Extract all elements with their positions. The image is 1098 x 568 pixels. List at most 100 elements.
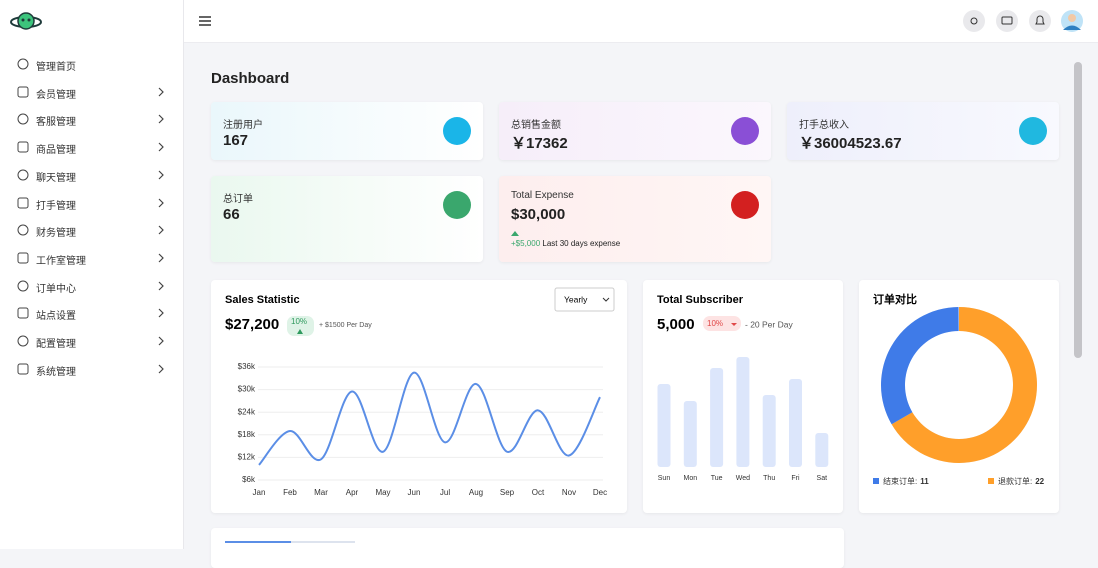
menu-icon <box>17 252 29 264</box>
menu-item[interactable]: 站点设置 <box>0 303 183 323</box>
chart-total: 5,000 <box>657 316 695 333</box>
badge-arrow <box>731 323 737 326</box>
icon-shape <box>17 169 29 181</box>
card-note-text: Last 30 days expense <box>542 239 621 248</box>
y-tick-label: $24k <box>238 407 256 416</box>
y-tick-label: $6k <box>242 475 256 484</box>
menu-item[interactable]: 聊天管理 <box>0 165 183 185</box>
card-value: 66 <box>223 206 240 223</box>
bar <box>815 433 829 467</box>
card-value: ￥17362 <box>511 135 568 152</box>
menu-item[interactable]: 商品管理 <box>0 137 183 157</box>
badge-text: 10% <box>291 317 307 326</box>
x-tick-label: Wed <box>736 475 750 482</box>
sidebar: 管理首页会员管理客服管理商品管理聊天管理打手管理财务管理工作室管理订单中心站点设… <box>0 0 184 549</box>
x-tick-label: Mar <box>314 488 328 497</box>
badge <box>703 316 741 331</box>
chart-title: 订单对比 <box>873 292 917 306</box>
card-value: ￥36004523.67 <box>799 135 902 152</box>
menu-item[interactable]: 系统管理 <box>0 359 183 379</box>
x-tick-label: Jun <box>408 488 421 497</box>
card-icon <box>1019 117 1047 145</box>
stat-card: 总销售金额 ￥17362 <box>499 102 771 160</box>
bar <box>683 401 697 467</box>
menu-icon <box>17 335 29 347</box>
menu-icon <box>17 363 29 375</box>
chevron-path <box>158 336 164 346</box>
menu-label: 财务管理 <box>36 228 76 240</box>
icon-shape <box>17 141 29 153</box>
card-value: $30,000 <box>511 206 566 223</box>
menu-toggle[interactable] <box>198 15 212 27</box>
chevron-path <box>158 225 164 235</box>
topbar-actions <box>963 10 1083 32</box>
x-tick-label: Apr <box>346 488 359 497</box>
legend-swatch <box>988 478 994 484</box>
x-tick-label: Sun <box>658 475 671 482</box>
y-tick-label: $12k <box>238 453 256 462</box>
bar <box>789 379 802 467</box>
chevron <box>158 87 164 97</box>
up-arrow <box>511 231 519 236</box>
menu-label: 商品管理 <box>36 145 76 157</box>
stat-card: Total Expense $30,000 +$5,000 Last 30 da… <box>499 176 771 262</box>
card-value: 167 <box>223 132 249 149</box>
legend-value: 22 <box>1035 477 1044 486</box>
icon-shape <box>17 335 29 347</box>
notify-button[interactable] <box>1029 10 1051 32</box>
menu-item[interactable]: 财务管理 <box>0 220 183 240</box>
menu-label: 工作室管理 <box>36 255 86 267</box>
theme-button[interactable] <box>963 10 985 32</box>
icon-shape <box>17 113 29 125</box>
sales-chart: Sales Statistic $27,200 10% + $1500 Per Day… <box>225 287 615 497</box>
card-note: +$5,000 Last 30 days expense <box>511 239 620 248</box>
menu-label: 订单中心 <box>36 283 76 295</box>
menu-icon <box>17 141 29 153</box>
menu-item[interactable]: 客服管理 <box>0 109 183 129</box>
chevron-path <box>158 170 164 180</box>
menu-item[interactable]: 打手管理 <box>0 193 183 213</box>
menu-label: 管理首页 <box>36 62 76 73</box>
chevron <box>158 253 164 263</box>
menu-item[interactable]: 管理首页 <box>0 54 183 74</box>
menu-label: 配置管理 <box>36 339 76 350</box>
menu-item[interactable]: 配置管理 <box>0 331 183 351</box>
topbar <box>184 0 1098 43</box>
chevron-path <box>158 114 164 124</box>
card-label: 总订单 <box>223 194 253 205</box>
legend-swatch <box>873 478 879 484</box>
legend-entry: 结束订单: 11 <box>883 476 929 486</box>
filter-select[interactable] <box>554 287 615 312</box>
bar <box>736 357 750 467</box>
line <box>258 371 601 466</box>
chevron <box>158 225 164 235</box>
sales-panel: Sales Statistic $27,200 10% + $1500 Per Day… <box>211 280 627 513</box>
card-label: 注册用户 <box>223 120 263 131</box>
select-arrow <box>602 297 610 302</box>
mail-button[interactable] <box>996 10 1018 32</box>
card-icon <box>443 191 471 219</box>
subscriber-chart: Total Subscriber 5,000 10% - 20 Per Day Sun M… <box>657 294 829 482</box>
scrollbar[interactable] <box>1074 62 1082 358</box>
legend-entry: 退款订单: 22 <box>998 476 1045 486</box>
icon-shape <box>17 58 29 70</box>
bar <box>710 368 724 467</box>
menu-item[interactable]: 订单中心 <box>0 276 183 296</box>
x-tick-label: Sep <box>500 488 515 497</box>
icon-shape <box>17 280 29 292</box>
menu-item[interactable]: 工作室管理 <box>0 248 183 268</box>
icon-shape <box>17 197 29 208</box>
icon-shape <box>17 86 29 98</box>
menu-item[interactable]: 会员管理 <box>0 82 183 102</box>
stat-card: 打手总收入 ￥36004523.67 <box>787 102 1059 160</box>
filter-label: Yearly <box>564 294 588 304</box>
stat-card: 注册用户 167 <box>211 102 483 160</box>
card-label: 总销售金额 <box>511 120 561 131</box>
menu-icon <box>17 86 29 98</box>
icon-shape <box>17 252 29 264</box>
menu-icon <box>17 280 29 292</box>
donut-segment <box>881 307 959 425</box>
chart-title: Total Subscriber <box>657 294 744 306</box>
x-tick-label: Jan <box>253 488 266 497</box>
